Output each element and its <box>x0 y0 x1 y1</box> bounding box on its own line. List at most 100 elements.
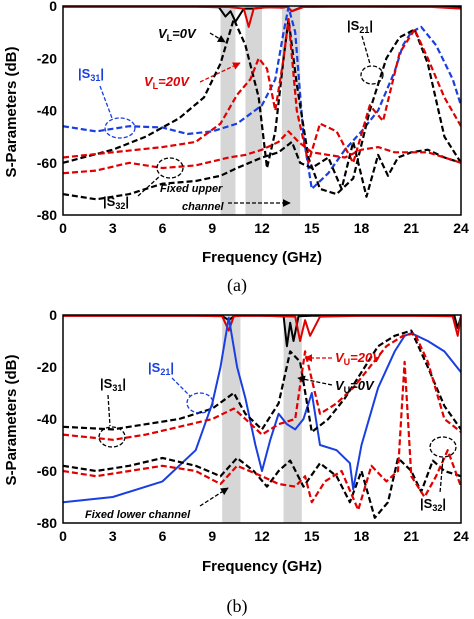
vu0-sub-b: U <box>344 385 351 395</box>
s21-leader-a <box>361 35 371 65</box>
x-tick-labels-b: 0 3 6 9 12 15 18 21 24 <box>59 528 469 544</box>
annotation-s32-b: |S32| <box>420 436 457 513</box>
svg-text:VL=20V: VL=20V <box>144 74 190 91</box>
vl20-post-a: =20V <box>158 74 190 89</box>
x-tick-label-b-1: 3 <box>109 528 117 544</box>
annotation-vu20-b: VU=20V <box>304 350 382 367</box>
vl0-arrow-a <box>209 32 226 43</box>
annotation-vl20-a: VL=20V <box>144 62 241 91</box>
vu20-sub-b: U <box>344 357 351 367</box>
y-tick-label-b-2: -40 <box>37 411 57 427</box>
x-tick-labels-a: 0 3 6 9 12 15 18 21 24 <box>59 220 469 236</box>
s31-circle-b <box>98 426 126 448</box>
y-tick-label-a-3: -60 <box>37 155 57 171</box>
series-line-b-6 <box>63 360 461 512</box>
vl0-sub-a: L <box>167 33 173 43</box>
vl20-sub-a: L <box>153 81 159 91</box>
s31-label-b: |S31| <box>100 376 126 393</box>
y-tick-label-a-0: 0 <box>49 0 57 14</box>
vl20-arrow-a <box>199 62 241 83</box>
chart-panel-a: 0 3 6 9 12 15 18 21 24 0 -20 -40 -60 -80 Frequency (… <box>3 0 469 296</box>
x-tick-label-b-3: 9 <box>208 528 216 544</box>
x-tick-label-a-4: 12 <box>254 220 270 236</box>
x-tick-label-a-1: 3 <box>109 220 117 236</box>
y-tick-labels-a: 0 -20 -40 -60 -80 <box>37 0 57 223</box>
annotation-vl0-a: VL=0V <box>158 26 226 43</box>
series-line-a-4 <box>63 18 461 164</box>
s31-leader-a <box>99 85 113 119</box>
plot-frame-a <box>62 5 462 216</box>
series-line-b-4 <box>63 332 461 441</box>
s21-circle-a <box>360 65 384 85</box>
series-line-a-2 <box>63 6 461 190</box>
x-tick-label-a-7: 21 <box>403 220 419 236</box>
series-line-a-1 <box>63 6 461 28</box>
series-line-b-5 <box>63 456 461 519</box>
x-tick-label-a-8: 24 <box>453 220 469 236</box>
y-tick-label-b-0: 0 <box>49 307 57 323</box>
annotation-s21-a: |S21| <box>347 18 384 85</box>
vu20-v-b: V <box>335 350 345 365</box>
x-axis-title-b: Frequency (GHz) <box>202 558 322 575</box>
s21-label-a: |S21| <box>347 18 373 35</box>
annotation-s31-a: |S31| <box>78 66 136 139</box>
s31-leader-b <box>107 394 111 427</box>
series-line-b-2 <box>63 316 461 504</box>
y-axis-title-a: S-Parameters (dB) <box>3 47 20 178</box>
channel-band-a-0 <box>220 6 236 215</box>
x-tick-label-a-2: 6 <box>159 220 167 236</box>
chart-panel-b: 0 3 6 9 12 15 18 21 24 0 -20 -40 -60 -80 Frequency (… <box>3 307 469 617</box>
x-tick-label-a-6: 18 <box>354 220 370 236</box>
annotation-fixed-lower-b: Fixed lower channel <box>85 487 229 521</box>
svg-text:VL=0V: VL=0V <box>158 26 197 43</box>
x-tick-label-b-7: 21 <box>403 528 419 544</box>
x-tick-label-b-6: 18 <box>354 528 370 544</box>
y-tick-label-b-3: -60 <box>37 463 57 479</box>
channel-band-b-0 <box>222 315 241 523</box>
fixed-lower-arrow-b <box>199 487 229 507</box>
y-tick-label-b-1: -20 <box>37 359 57 375</box>
s31-label-a: |S31| <box>78 66 104 83</box>
x-tick-label-b-4: 12 <box>254 528 270 544</box>
annotation-fixed-upper-a: Fixed upper channel <box>160 183 291 213</box>
series-line-a-5 <box>63 140 461 201</box>
x-tick-label-b-2: 6 <box>159 528 167 544</box>
x-tick-label-a-5: 15 <box>304 220 320 236</box>
series-group-a <box>63 6 461 201</box>
annotation-vu0-b: VU=0V <box>297 375 375 395</box>
s32-circle-a <box>156 157 184 179</box>
x-axis-title-a: Frequency (GHz) <box>202 249 322 266</box>
channel-band-a-2 <box>281 6 301 215</box>
annotation-s31-b: |S31| <box>98 376 126 448</box>
y-tick-labels-b: 0 -20 -40 -60 -80 <box>37 307 57 531</box>
vl0-v-a: V <box>158 26 168 41</box>
s21-leader-b <box>171 377 191 397</box>
s21-circle-b <box>186 392 214 414</box>
x-tick-label-b-0: 0 <box>59 528 67 544</box>
x-tick-label-b-8: 24 <box>453 528 469 544</box>
fixed-upper-line2-a: channel <box>182 201 225 213</box>
x-tick-label-a-3: 9 <box>208 220 216 236</box>
annotation-s21-b: |S21| <box>148 360 214 414</box>
x-tick-label-a-0: 0 <box>59 220 67 236</box>
s31-circle-a <box>104 117 136 139</box>
series-line-b-3 <box>63 329 461 434</box>
vl0-post-a: =0V <box>172 26 197 41</box>
fixed-lower-label-b: Fixed lower channel <box>85 509 191 521</box>
vu20-post-b: =20V <box>350 350 382 365</box>
x-tick-label-b-5: 15 <box>304 528 320 544</box>
fixed-upper-line1-a: Fixed upper <box>160 183 223 195</box>
y-tick-label-a-2: -40 <box>37 103 57 119</box>
plot-frame-b <box>62 314 462 524</box>
y-axis-title-b: S-Parameters (dB) <box>3 355 20 486</box>
series-line-a-6 <box>63 130 461 175</box>
vu0-v-b: V <box>335 378 345 393</box>
s32-leader-a <box>137 175 161 197</box>
caption-a: (a) <box>227 275 247 296</box>
caption-b: (b) <box>227 596 248 617</box>
svg-text:VU=0V: VU=0V <box>335 378 375 395</box>
vl20-v-a: V <box>144 74 154 89</box>
svg-text:VU=20V: VU=20V <box>335 350 382 367</box>
s32-circle-b <box>429 436 457 458</box>
